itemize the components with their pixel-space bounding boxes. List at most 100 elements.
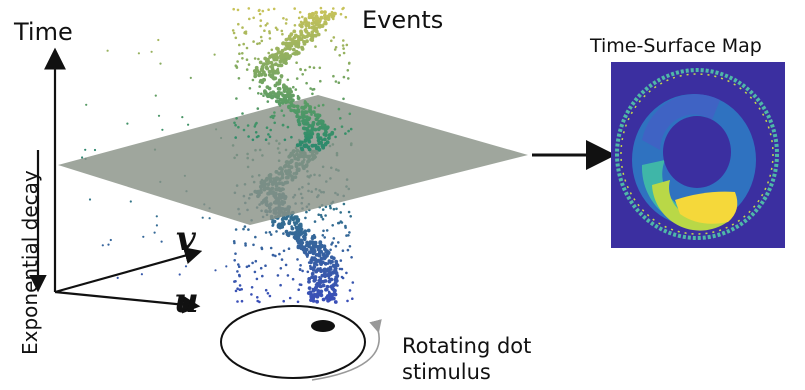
event-dot xyxy=(297,223,302,228)
event-dot xyxy=(323,16,328,21)
event-dot xyxy=(157,38,160,42)
event-dot xyxy=(305,40,309,44)
event-dot xyxy=(266,100,270,103)
event-dot xyxy=(319,79,322,83)
event-dot xyxy=(234,123,237,127)
event-dot xyxy=(346,248,350,252)
event-dot xyxy=(251,261,254,265)
event-dot xyxy=(280,29,284,33)
event-dot xyxy=(307,126,310,129)
event-dot xyxy=(289,44,292,48)
event-dot xyxy=(342,39,345,42)
event-dot xyxy=(237,77,241,80)
event-dot xyxy=(309,240,314,245)
event-dot xyxy=(259,24,262,28)
event-dot xyxy=(278,59,283,64)
event-dot xyxy=(281,41,286,46)
event-dot xyxy=(259,19,263,22)
event-dot xyxy=(257,9,261,12)
event-dot xyxy=(288,296,292,300)
stimulus-dot xyxy=(311,320,335,332)
event-dot xyxy=(282,89,287,93)
event-dot xyxy=(272,253,275,257)
event-dot xyxy=(314,260,318,264)
event-dot xyxy=(332,17,335,21)
event-dot xyxy=(265,126,269,129)
event-dot xyxy=(307,139,312,144)
event-dot xyxy=(332,15,336,18)
event-dot xyxy=(339,117,342,120)
event-dot xyxy=(260,246,264,250)
event-dot xyxy=(295,77,299,80)
event-dot xyxy=(299,67,302,71)
event-dot xyxy=(315,113,319,117)
u-axis-label: u xyxy=(174,281,199,321)
event-dot xyxy=(316,145,320,150)
event-dot xyxy=(298,23,303,27)
event-dot xyxy=(287,88,292,93)
event-dot xyxy=(318,26,322,29)
event-dot xyxy=(295,232,299,237)
event-dot xyxy=(109,238,112,242)
event-dot xyxy=(284,263,288,267)
event-dot xyxy=(268,91,273,95)
stimulus-label-line1: Rotating dot xyxy=(402,334,532,358)
event-dot xyxy=(333,48,337,51)
event-dot xyxy=(243,31,246,35)
event-dot xyxy=(274,26,278,30)
event-dot xyxy=(314,253,319,257)
event-dot xyxy=(293,110,297,113)
event-dot xyxy=(321,138,324,142)
event-dot xyxy=(277,80,282,85)
event-dot xyxy=(309,298,313,302)
event-dot xyxy=(247,135,250,138)
event-dot xyxy=(252,40,255,43)
event-dot xyxy=(348,245,352,248)
event-dot xyxy=(305,81,308,85)
event-dot xyxy=(317,113,322,118)
event-dot xyxy=(254,131,258,134)
event-dot xyxy=(340,125,344,128)
event-dot xyxy=(287,221,292,226)
event-dot xyxy=(260,39,264,43)
event-dot xyxy=(342,97,345,101)
event-dot xyxy=(337,107,341,111)
event-dot xyxy=(299,264,302,267)
event-dot xyxy=(314,45,317,48)
event-dot xyxy=(254,65,259,70)
rotation-arrow-icon xyxy=(311,319,382,381)
event-dot xyxy=(161,128,164,131)
event-dot xyxy=(277,87,282,91)
event-dot xyxy=(272,57,277,62)
event-dot xyxy=(258,60,263,65)
event-dot xyxy=(264,264,267,268)
event-dot xyxy=(325,140,330,145)
event-dot xyxy=(273,53,276,57)
event-dot xyxy=(326,15,331,20)
event-dot xyxy=(237,265,241,269)
event-dot xyxy=(268,30,271,33)
event-dot xyxy=(307,277,312,281)
event-dot xyxy=(335,207,338,211)
event-dot xyxy=(178,273,181,276)
event-dot xyxy=(323,10,327,15)
event-dot xyxy=(337,241,340,244)
event-dot xyxy=(299,146,304,151)
event-dot xyxy=(268,37,272,40)
event-dot xyxy=(250,286,254,289)
event-dot xyxy=(296,94,300,98)
event-dot xyxy=(283,47,288,51)
event-dot xyxy=(126,122,129,125)
event-dot xyxy=(303,138,308,142)
event-dot xyxy=(344,15,348,19)
event-dot xyxy=(236,8,240,12)
event-dot xyxy=(265,66,270,71)
event-dot xyxy=(286,78,290,82)
event-dot xyxy=(341,276,345,280)
event-dot xyxy=(298,11,302,14)
event-dot xyxy=(291,40,295,43)
event-dot xyxy=(255,296,259,299)
event-dot xyxy=(310,271,315,276)
event-dot xyxy=(254,259,258,263)
event-dot xyxy=(299,20,303,24)
